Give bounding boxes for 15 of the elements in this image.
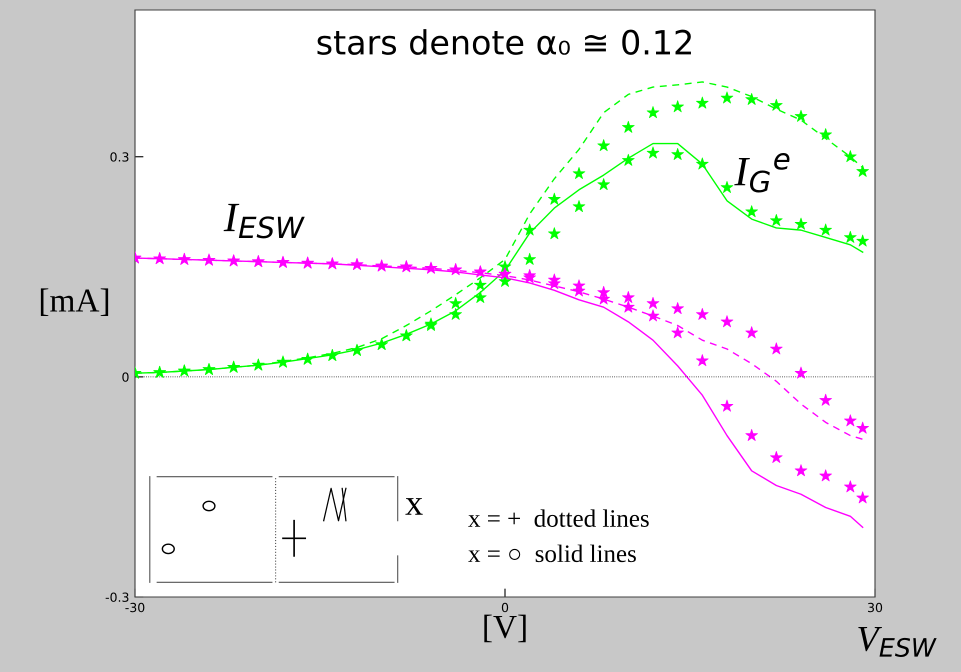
- annotation: I$_{G}$$^{e}$: [734, 152, 790, 193]
- text: V$_{ESW}$: [858, 627, 937, 657]
- y-tick-label: 0.3: [110, 152, 128, 162]
- annotation: I$_{ESW}$: [224, 204, 305, 238]
- annotation: x = + dotted lines: [468, 509, 649, 527]
- y-axis-title: [mA]: [40, 288, 108, 316]
- y-tick-label: 0: [122, 372, 129, 382]
- x-tick-label: -30: [125, 602, 144, 612]
- x-axis-title: [V]: [484, 614, 526, 642]
- annotation: x = ○ solid lines: [468, 544, 636, 562]
- x-tick-label: 0: [502, 602, 508, 612]
- y-tick-label: -0.3: [106, 592, 128, 602]
- x-tick-label: 30: [868, 602, 882, 612]
- annotation: stars denote α₀ ≅ 0.12: [318, 29, 691, 55]
- annotation: x: [405, 498, 423, 515]
